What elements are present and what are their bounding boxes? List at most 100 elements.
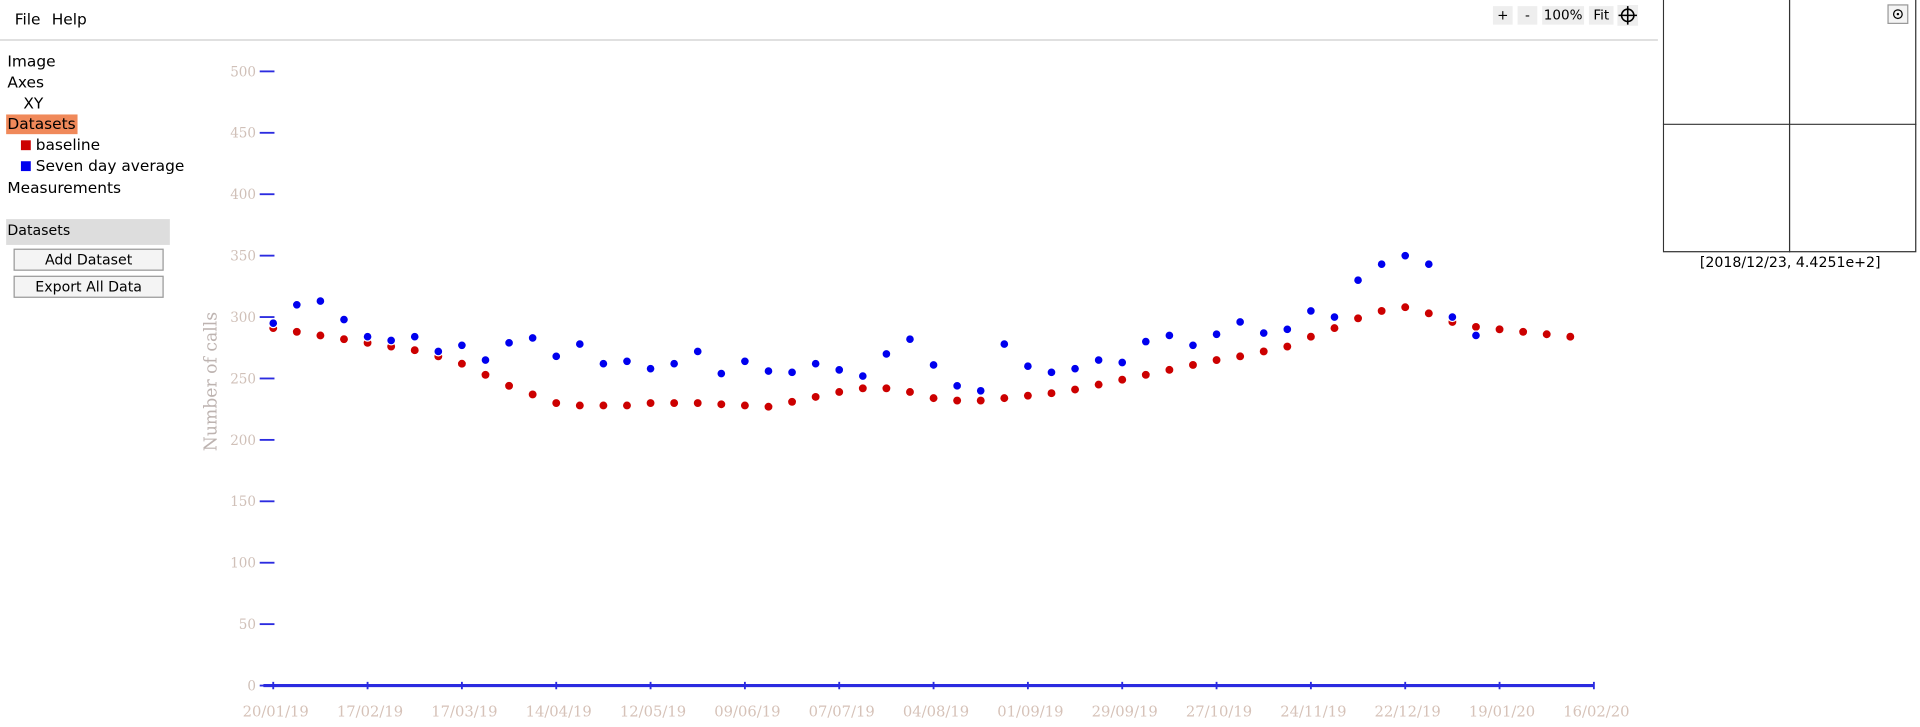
plot-image: Number of calls 0 50 100 150 200 250 300 350 400… <box>202 64 1630 720</box>
x-tick-label: 29/09/19 <box>1092 703 1158 720</box>
data-point <box>999 339 1010 350</box>
tree-datasets[interactable]: Datasets <box>6 114 79 135</box>
data-point <box>693 399 702 407</box>
data-point <box>1401 303 1410 312</box>
y-tick-label: 100 <box>230 556 256 572</box>
fit-button[interactable]: Fit <box>1588 6 1614 25</box>
data-point <box>1423 259 1434 270</box>
data-point <box>1094 380 1103 389</box>
data-point <box>505 381 514 390</box>
tree-axes[interactable]: Axes <box>7 72 45 92</box>
x-tick-label: 27/10/19 <box>1186 703 1252 720</box>
data-point <box>1141 370 1150 379</box>
add-dataset-button[interactable]: Add Dataset <box>13 248 164 271</box>
data-point <box>599 401 608 410</box>
data-point <box>1023 391 1032 400</box>
data-point <box>740 401 749 410</box>
data-point <box>457 359 466 368</box>
data-point <box>1495 325 1504 334</box>
data-point <box>1259 347 1268 356</box>
menu-file[interactable]: File <box>14 9 41 29</box>
data-point <box>481 370 490 379</box>
x-tick-label: 09/06/19 <box>714 703 780 720</box>
data-point <box>1330 324 1339 333</box>
data-point <box>857 370 868 382</box>
menu-help[interactable]: Help <box>51 9 87 29</box>
data-point <box>1211 329 1222 340</box>
dataset-swatch <box>20 140 31 151</box>
data-point <box>1070 363 1081 374</box>
tree-image[interactable]: Image <box>7 51 56 71</box>
data-point <box>1353 275 1364 286</box>
data-point <box>1118 375 1127 384</box>
data-point <box>975 385 986 396</box>
data-point <box>551 351 562 362</box>
data-point <box>952 380 963 391</box>
data-point <box>292 327 301 336</box>
data-point <box>1282 324 1293 335</box>
data-point <box>1400 250 1411 261</box>
tree-xy[interactable]: XY <box>23 93 44 113</box>
data-point <box>1519 327 1528 336</box>
menu-divider <box>0 39 1658 41</box>
tree-dataset[interactable]: Seven day average <box>35 156 185 175</box>
cursor-coordinates: [2018/12/23, 4.4251e+2] <box>1699 253 1881 271</box>
data-point <box>810 358 821 369</box>
dataset-swatch <box>20 161 31 172</box>
x-tick-label: 17/02/19 <box>337 703 403 720</box>
data-point <box>456 340 467 351</box>
data-point <box>811 392 820 401</box>
data-point <box>645 363 656 374</box>
y-tick-label: 400 <box>230 187 256 203</box>
data-point <box>291 299 302 310</box>
data-point <box>410 346 419 355</box>
y-tick-label: 150 <box>230 494 256 510</box>
x-tick-label: 20/01/19 <box>243 703 309 720</box>
data-point <box>716 368 727 379</box>
data-point <box>527 332 538 343</box>
data-point <box>858 384 867 393</box>
data-point <box>1447 312 1458 323</box>
data-point <box>315 296 326 307</box>
data-point <box>929 394 938 403</box>
zoom-out-button[interactable]: - <box>1517 6 1538 25</box>
data-point <box>763 366 774 377</box>
zoom-view <box>1662 0 1917 253</box>
data-point <box>1236 352 1245 361</box>
data-point <box>386 335 397 346</box>
data-point <box>764 402 773 411</box>
data-point <box>1071 385 1079 394</box>
y-tick-label: 50 <box>239 617 256 633</box>
data-point <box>1470 330 1482 341</box>
data-point <box>906 388 914 396</box>
data-point <box>574 339 585 350</box>
export-button[interactable]: Export All Data <box>13 275 164 298</box>
data-point <box>834 364 845 375</box>
tree-dataset[interactable]: baseline <box>35 135 101 154</box>
zoom-level[interactable]: 100% <box>1542 6 1585 25</box>
data-point <box>976 396 985 405</box>
data-point <box>1376 259 1387 270</box>
tree-measurements[interactable]: Measurements <box>7 178 122 197</box>
data-point <box>316 331 325 340</box>
x-tick-label: 04/08/19 <box>903 703 969 720</box>
y-axis-label: Number of calls <box>202 312 222 451</box>
data-point <box>1258 327 1269 339</box>
y-tick-label: 250 <box>230 371 256 387</box>
data-point <box>835 388 844 396</box>
data-point <box>1354 314 1362 323</box>
crosshair-button[interactable] <box>1617 4 1639 26</box>
data-point <box>598 358 609 369</box>
data-point <box>1189 361 1197 369</box>
data-point <box>1424 309 1433 318</box>
data-point <box>1212 356 1221 364</box>
data-point <box>928 359 939 371</box>
y-tick-label: 300 <box>230 310 256 326</box>
data-point <box>1140 336 1151 347</box>
data-point <box>1164 330 1175 341</box>
y-tick-label: 450 <box>230 126 256 142</box>
data-point <box>788 397 797 406</box>
data-point <box>669 358 680 369</box>
zoom-in-button[interactable]: + <box>1492 6 1513 25</box>
data-point <box>1165 365 1174 374</box>
